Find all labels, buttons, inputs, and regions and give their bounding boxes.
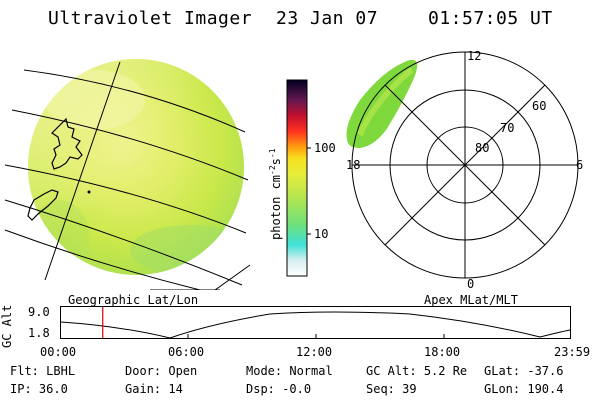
altitude-y-high: 9.0 <box>28 305 50 319</box>
polar-patch-bright <box>357 67 414 137</box>
right-panel-caption: Apex MLat/MLT <box>424 293 518 307</box>
mlat-80-label: 80 <box>475 141 489 155</box>
colorbar-tick-100-label: 100 <box>314 141 336 155</box>
polar-grid <box>351 51 579 279</box>
coastline-new-zealand <box>27 117 83 221</box>
mode-info: Mode: Normal <box>246 364 333 378</box>
time-tick-3: 18:00 <box>424 345 461 359</box>
instrument-title: Ultraviolet Imager <box>48 8 253 29</box>
time-tick-1: 06:00 <box>168 345 205 359</box>
altitude-plot <box>60 306 571 339</box>
color-scale-bar <box>286 79 311 277</box>
time-tick-0: 00:00 <box>40 345 77 359</box>
mlat-60-label: 60 <box>532 99 546 113</box>
mlat-70-label: 70 <box>500 121 514 135</box>
altitude-y-label: GC Alt <box>0 304 14 348</box>
dsp-info: Dsp: -0.0 <box>246 382 312 396</box>
gain-info: Gain: 14 <box>125 382 183 396</box>
time-label: 01:57:05 UT <box>428 8 553 29</box>
colorbar-unit-label: photon cm-2s-1 <box>268 148 283 240</box>
time-tick-4: 23:59 <box>554 345 591 359</box>
mlt-18-label: 18 <box>346 158 360 172</box>
left-panel-caption: Geographic Lat/Lon <box>68 293 199 307</box>
color-scale-gradient <box>286 79 308 277</box>
glat-info: GLat: -37.6 <box>484 364 564 378</box>
filter-info: Flt: LBHL <box>10 364 76 378</box>
mlt-6-label: 6 <box>576 158 583 172</box>
island-dot <box>87 190 91 194</box>
polar-mlat-mlt-plot: 12 18 6 0 60 70 80 <box>346 49 583 290</box>
gc-alt-info: GC Alt: 5.2 Re <box>366 364 468 378</box>
altitude-curve <box>60 311 571 339</box>
date-label: 23 Jan 07 <box>276 8 379 29</box>
lat-lon-grid <box>4 61 251 290</box>
glon-info: GLon: 190.4 <box>484 382 564 396</box>
colorbar-tick-10-label: 10 <box>314 227 329 241</box>
mlt-12-label: 12 <box>467 49 481 63</box>
mlt-0-label: 0 <box>467 277 474 290</box>
altitude-y-low: 1.8 <box>28 326 50 340</box>
ip-info: IP: 36.0 <box>10 382 68 396</box>
door-info: Door: Open <box>125 364 198 378</box>
seq-info: Seq: 39 <box>366 382 417 396</box>
earth-disk <box>28 59 244 275</box>
time-tick-2: 12:00 <box>296 345 333 359</box>
altitude-plot-frame <box>60 306 571 339</box>
geographic-image-panel <box>4 59 251 290</box>
